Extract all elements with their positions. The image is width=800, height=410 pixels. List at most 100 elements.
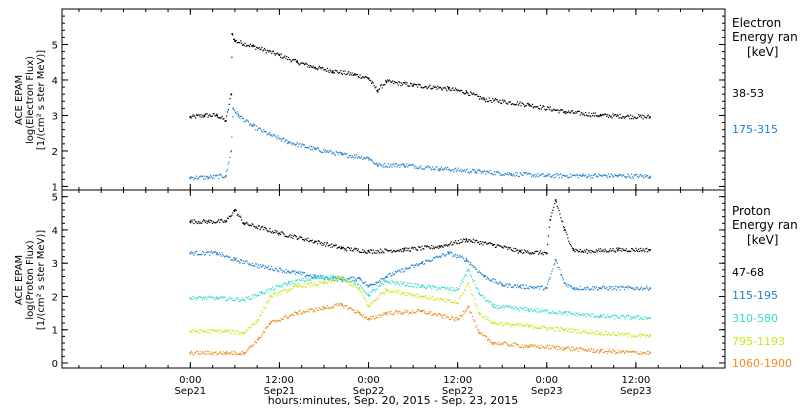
- data-point: [556, 205, 558, 207]
- data-point: [406, 311, 408, 313]
- data-point: [409, 250, 412, 252]
- data-point: [466, 241, 468, 243]
- data-point: [511, 250, 513, 252]
- data-point: [201, 222, 203, 224]
- data-point: [592, 289, 595, 291]
- y-tick-label: 4: [52, 226, 58, 237]
- data-point: [533, 252, 535, 255]
- data-point: [408, 292, 410, 295]
- data-point: [401, 282, 403, 284]
- data-point: [403, 281, 405, 283]
- data-point: [474, 320, 476, 322]
- data-point: [568, 110, 570, 112]
- data-point: [421, 309, 423, 312]
- data-point: [586, 252, 588, 254]
- data-point: [248, 124, 251, 126]
- data-point: [300, 236, 302, 239]
- data-point: [246, 44, 248, 47]
- data-point: [508, 246, 510, 249]
- data-point: [595, 114, 597, 117]
- data-point: [386, 290, 388, 292]
- data-point: [299, 272, 301, 275]
- data-point: [401, 247, 404, 250]
- data-point: [271, 230, 274, 232]
- data-point: [314, 274, 316, 276]
- data-point: [627, 173, 629, 175]
- data-point: [248, 345, 251, 347]
- data-point: [266, 267, 268, 269]
- data-point: [483, 96, 485, 99]
- data-point: [522, 325, 524, 327]
- data-point: [452, 244, 454, 246]
- data-point: [425, 313, 428, 315]
- data-point: [378, 251, 380, 253]
- data-point: [220, 255, 222, 257]
- data-point: [274, 54, 276, 56]
- data-point: [319, 150, 321, 152]
- data-point: [553, 177, 555, 179]
- data-point: [435, 246, 437, 248]
- data-point: [316, 148, 318, 150]
- data-point: [429, 286, 431, 288]
- data-point: [394, 270, 397, 272]
- data-point: [330, 149, 332, 152]
- data-point: [567, 237, 569, 239]
- data-point: [372, 249, 374, 251]
- data-point: [393, 288, 396, 291]
- data-point: [631, 115, 634, 117]
- data-point: [348, 156, 350, 159]
- data-point: [426, 260, 428, 262]
- data-point: [436, 88, 438, 90]
- data-point: [615, 314, 617, 316]
- data-point: [305, 275, 307, 277]
- data-point: [281, 231, 283, 233]
- data-point: [348, 246, 350, 248]
- data-point: [317, 147, 320, 149]
- data-point: [600, 314, 602, 316]
- data-point: [275, 53, 277, 55]
- data-point: [302, 272, 305, 274]
- data-point: [355, 312, 357, 314]
- data-point: [313, 242, 315, 244]
- data-point: [526, 309, 528, 311]
- data-point: [299, 285, 301, 287]
- data-point: [287, 289, 290, 291]
- data-point: [526, 103, 528, 105]
- data-point: [413, 312, 415, 314]
- data-point: [301, 286, 303, 288]
- data-point: [586, 313, 588, 315]
- data-point: [601, 286, 603, 288]
- data-point: [455, 317, 457, 319]
- data-point: [190, 219, 192, 221]
- data-point: [649, 116, 651, 118]
- data-point: [543, 346, 545, 348]
- data-point: [491, 304, 493, 306]
- data-point: [473, 298, 475, 300]
- data-point: [334, 275, 336, 278]
- data-point: [322, 281, 324, 283]
- data-point: [345, 73, 347, 76]
- data-point: [574, 330, 576, 332]
- data-point: [567, 311, 569, 313]
- data-point: [402, 271, 405, 273]
- data-point: [455, 257, 458, 259]
- data-point: [612, 113, 614, 115]
- data-point: [485, 318, 487, 321]
- data-point: [338, 304, 340, 306]
- data-point: [430, 285, 432, 287]
- data-point: [235, 39, 237, 42]
- data-point: [405, 250, 407, 252]
- data-point: [461, 171, 463, 173]
- data-point: [386, 79, 389, 81]
- data-point: [607, 251, 610, 253]
- data-point: [513, 345, 515, 347]
- data-point: [234, 111, 237, 114]
- data-point: [306, 239, 308, 242]
- data-point: [267, 326, 269, 328]
- data-point: [612, 176, 614, 178]
- data-point: [591, 249, 593, 252]
- data-point: [513, 247, 515, 250]
- data-point: [413, 286, 415, 288]
- data-point: [210, 251, 212, 253]
- data-point: [197, 178, 199, 180]
